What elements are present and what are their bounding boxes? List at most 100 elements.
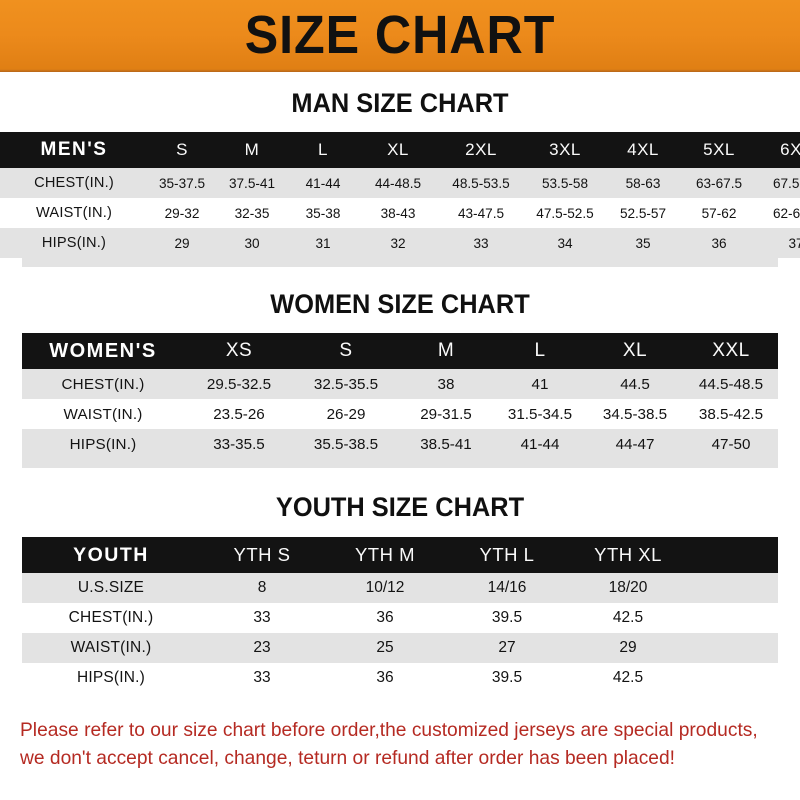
table-row: CHEST(IN.) 33 36 39.5 42.5 (22, 603, 778, 633)
women-cell-2-5: 47-50 (711, 435, 751, 453)
man-cell-1-8: 62-66.5 (772, 205, 800, 221)
youth-row-label-1: CHEST(IN.) (68, 609, 154, 626)
women-cell-0-5: 44.5-48.5 (698, 375, 764, 393)
women-cell-0-1: 32.5-35.5 (313, 375, 379, 393)
man-size-col-3: XL (387, 140, 409, 159)
man-cell-1-3: 38-43 (380, 205, 416, 221)
youth-cell-2-1: 25 (376, 639, 394, 656)
man-cell-2-5: 34 (557, 235, 573, 251)
women-size-col-3: L (534, 340, 546, 361)
man-cell-1-0: 29-32 (164, 205, 200, 221)
youth-row-label-3: HIPS(IN.) (76, 669, 146, 686)
women-cell-1-4: 34.5-38.5 (602, 405, 668, 423)
youth-table-tail (22, 693, 778, 702)
youth-cell-0-2: 14/16 (487, 579, 527, 596)
women-size-col-4: XL (622, 340, 648, 361)
youth-row-spacer-3 (688, 663, 778, 693)
youth-cell-2-2: 27 (498, 639, 516, 656)
man-size-col-6: 4XL (627, 140, 659, 159)
man-cell-0-4: 48.5-53.5 (452, 175, 510, 191)
youth-row-spacer-0 (688, 573, 778, 603)
women-cell-1-1: 26-29 (326, 405, 366, 423)
man-cell-1-5: 47.5-52.5 (536, 205, 594, 221)
man-section-title: MAN SIZE CHART (291, 88, 509, 118)
table-row: HIPS(IN.) 33-35.5 35.5-38.5 38.5-41 41-4… (22, 429, 778, 459)
man-cell-2-4: 33 (473, 235, 489, 251)
section-women: WOMEN SIZE CHART WOMEN'S XS S M L XL XXL… (0, 289, 800, 468)
man-cell-2-2: 31 (315, 235, 331, 251)
man-row-label-0: CHEST(IN.) (34, 175, 114, 191)
man-cell-2-7: 36 (711, 235, 727, 251)
youth-cell-1-2: 39.5 (491, 609, 523, 626)
youth-cell-3-2: 39.5 (491, 669, 523, 686)
women-cell-2-0: 33-35.5 (213, 435, 265, 453)
youth-cell-3-3: 42.5 (612, 669, 644, 686)
youth-cell-0-0: 8 (257, 579, 267, 596)
man-cell-2-0: 29 (174, 235, 190, 251)
man-cell-1-1: 32-35 (234, 205, 270, 221)
man-cell-1-7: 57-62 (701, 205, 737, 221)
youth-corner-label: YOUTH (73, 543, 149, 566)
man-size-col-7: 5XL (703, 140, 735, 159)
youth-section-title: YOUTH SIZE CHART (275, 492, 525, 522)
youth-size-col-0: YTH S (233, 544, 291, 565)
man-cell-0-0: 35-37.5 (158, 175, 206, 191)
youth-size-col-2: YTH L (479, 544, 535, 565)
women-size-col-0: XS (225, 340, 253, 361)
women-size-col-1: S (339, 340, 353, 361)
youth-cell-0-3: 18/20 (608, 579, 648, 596)
man-cell-0-7: 63-67.5 (695, 175, 743, 191)
women-size-table: WOMEN'S XS S M L XL XXL CHEST(IN.) 29.5-… (22, 333, 778, 459)
women-cell-2-2: 38.5-41 (420, 435, 472, 453)
man-size-col-5: 3XL (549, 140, 581, 159)
man-cell-0-1: 37.5-41 (228, 175, 276, 191)
banner-title: SIZE CHART (244, 5, 556, 65)
man-cell-0-3: 44-48.5 (374, 175, 422, 191)
youth-cell-3-0: 33 (253, 669, 271, 686)
man-size-col-0: S (176, 140, 188, 159)
man-cell-0-2: 41-44 (305, 175, 341, 191)
man-cell-2-1: 30 (244, 235, 260, 251)
man-cell-2-8: 37 (788, 235, 800, 251)
youth-row-label-0: U.S.SIZE (77, 579, 145, 596)
women-section-title: WOMEN SIZE CHART (270, 289, 530, 319)
youth-row-spacer-2 (688, 633, 778, 663)
man-size-table: MEN'S S M L XL 2XL 3XL 4XL 5XL 6XL CHEST… (0, 132, 800, 258)
man-cell-0-8: 67.5-72 (772, 175, 800, 191)
man-cell-1-4: 43-47.5 (457, 205, 505, 221)
women-cell-0-2: 38 (437, 375, 455, 393)
man-header-row: MEN'S S M L XL 2XL 3XL 4XL 5XL 6XL (0, 132, 800, 168)
youth-cell-2-0: 23 (253, 639, 271, 656)
women-size-col-5: XXL (712, 340, 750, 361)
man-size-col-4: 2XL (465, 140, 497, 159)
youth-size-col-3: YTH XL (594, 544, 662, 565)
man-corner-label: MEN'S (40, 139, 108, 160)
youth-cell-1-1: 36 (376, 609, 394, 626)
youth-size-table: YOUTH YTH S YTH M YTH L YTH XL U.S.SIZE … (22, 537, 778, 693)
youth-header-spacer (688, 537, 778, 573)
table-row: WAIST(IN.) 23 25 27 29 (22, 633, 778, 663)
youth-cell-2-3: 29 (619, 639, 637, 656)
man-table-tail (22, 258, 778, 267)
table-row: HIPS(IN.) 33 36 39.5 42.5 (22, 663, 778, 693)
women-cell-2-3: 41-44 (520, 435, 560, 453)
section-man: MAN SIZE CHART MEN'S S M L XL 2XL 3XL 4X… (0, 88, 800, 267)
man-cell-2-3: 32 (390, 235, 406, 251)
women-cell-0-0: 29.5-32.5 (206, 375, 272, 393)
women-cell-1-3: 31.5-34.5 (507, 405, 573, 423)
man-cell-0-6: 58-63 (625, 175, 661, 191)
table-row: U.S.SIZE 8 10/12 14/16 18/20 (22, 573, 778, 603)
youth-size-col-1: YTH M (354, 544, 416, 565)
section-youth: YOUTH SIZE CHART YOUTH YTH S YTH M YTH L… (0, 492, 800, 702)
man-row-label-2: HIPS(IN.) (41, 235, 107, 251)
man-row-label-1: WAIST(IN.) (35, 205, 113, 221)
table-row: WAIST(IN.) 23.5-26 26-29 29-31.5 31.5-34… (22, 399, 778, 429)
youth-cell-1-0: 33 (253, 609, 271, 626)
man-size-col-2: L (318, 140, 328, 159)
youth-cell-1-3: 42.5 (612, 609, 644, 626)
women-cell-2-4: 44-47 (615, 435, 655, 453)
man-cell-1-2: 35-38 (305, 205, 341, 221)
youth-cell-0-1: 10/12 (365, 579, 405, 596)
women-cell-2-1: 35.5-38.5 (313, 435, 379, 453)
